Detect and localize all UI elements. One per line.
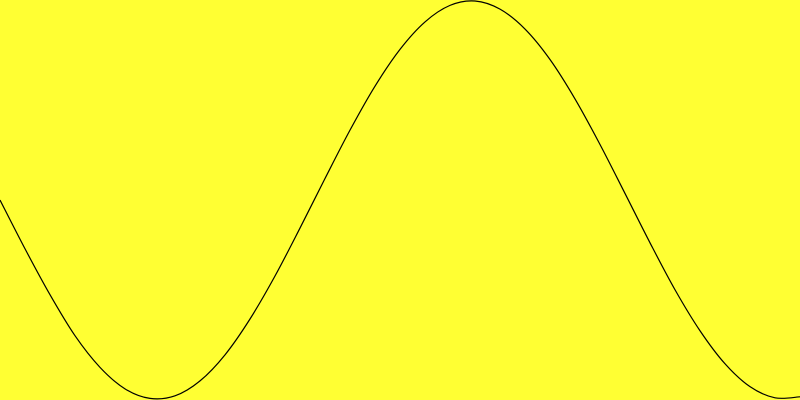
series-layer <box>0 0 800 400</box>
chart-plot-area <box>0 0 800 400</box>
line-chart <box>0 0 800 400</box>
series-line-0 <box>0 0 800 400</box>
chart-background <box>0 0 800 400</box>
